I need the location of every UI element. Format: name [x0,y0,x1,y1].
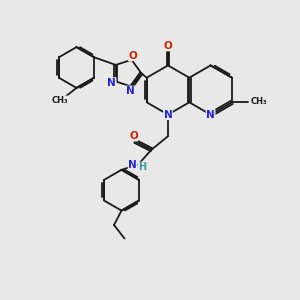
Text: CH₃: CH₃ [250,97,267,106]
Text: O: O [128,51,137,61]
Text: CH₃: CH₃ [52,96,68,105]
Text: N: N [126,86,134,96]
Text: O: O [129,131,138,141]
Text: O: O [164,41,172,51]
Text: N: N [107,78,116,88]
Text: N: N [128,160,137,170]
Text: H: H [138,162,146,172]
Text: N: N [206,110,215,120]
Text: N: N [164,110,172,120]
